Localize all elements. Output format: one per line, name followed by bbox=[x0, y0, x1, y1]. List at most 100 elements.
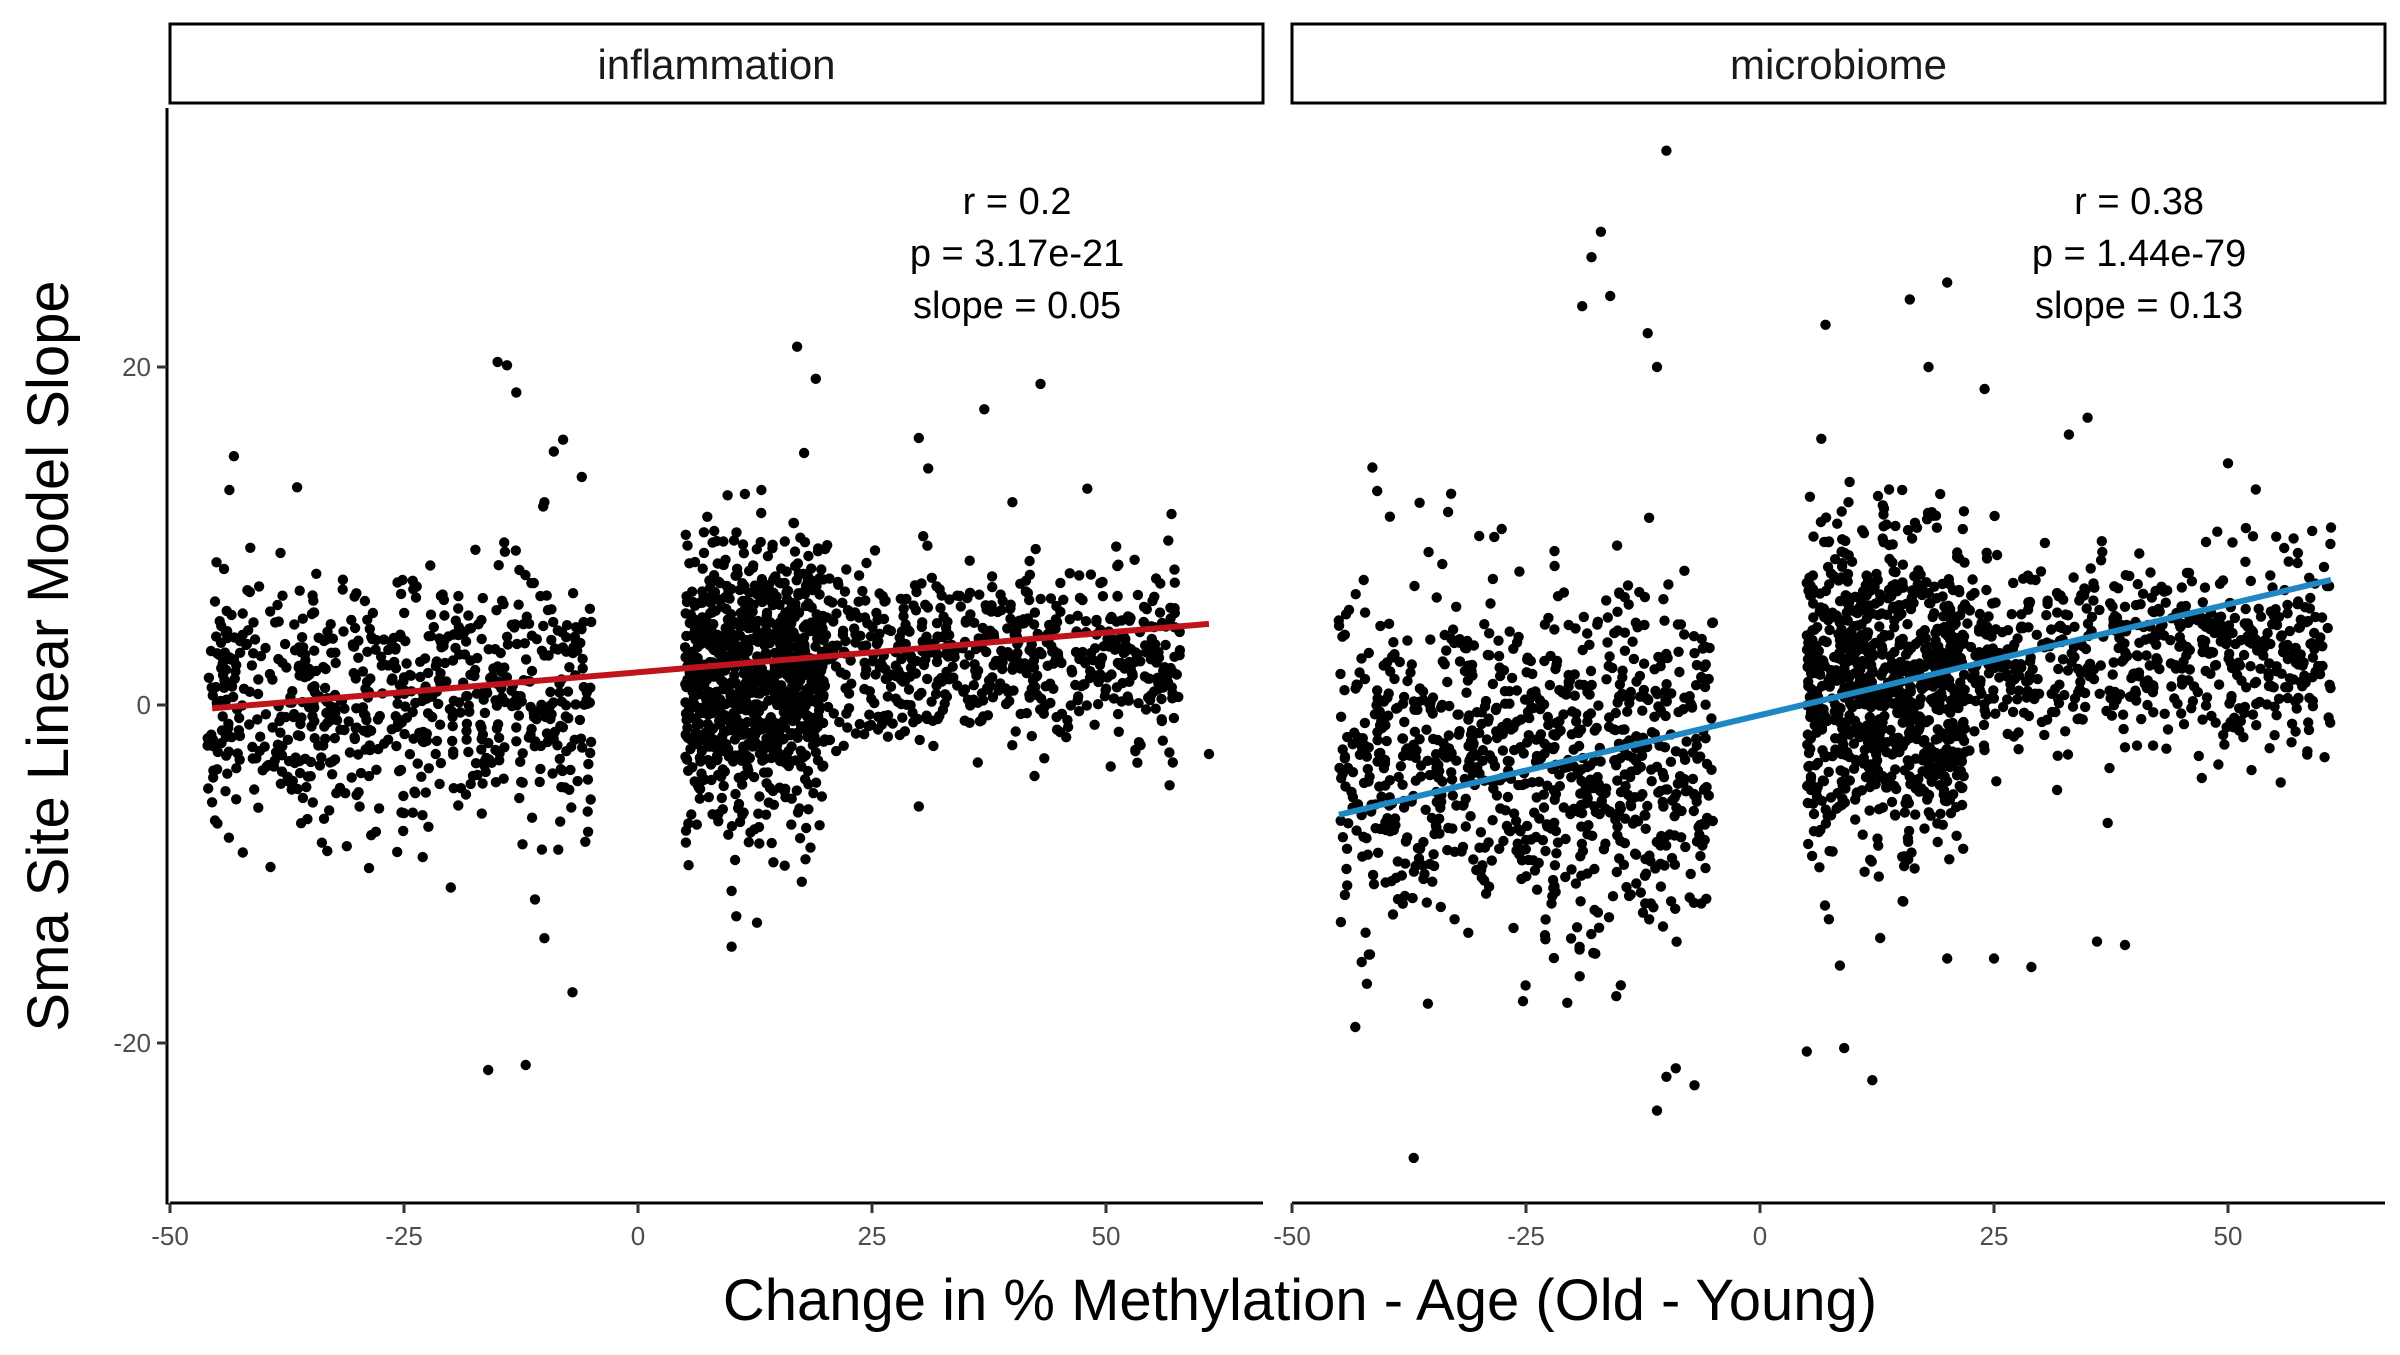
data-point bbox=[1563, 676, 1574, 688]
data-point bbox=[1166, 508, 1177, 520]
data-point bbox=[2255, 663, 2266, 674]
data-point bbox=[1055, 577, 1066, 589]
data-point bbox=[2247, 709, 2259, 720]
strip-label: inflammation bbox=[597, 41, 835, 88]
data-point bbox=[760, 648, 771, 659]
data-point bbox=[511, 722, 522, 733]
data-point bbox=[1569, 669, 1580, 680]
data-point bbox=[207, 690, 218, 701]
data-point bbox=[774, 599, 785, 610]
data-point bbox=[859, 683, 870, 695]
data-point bbox=[1341, 863, 1352, 875]
data-point bbox=[2293, 622, 2305, 633]
data-point bbox=[1574, 971, 1585, 982]
data-point bbox=[801, 710, 812, 722]
data-point bbox=[205, 645, 217, 657]
data-point bbox=[2148, 707, 2159, 718]
data-point bbox=[1431, 592, 1442, 603]
data-point bbox=[2147, 740, 2159, 751]
data-point bbox=[396, 807, 407, 818]
data-point bbox=[1642, 693, 1653, 704]
data-point bbox=[904, 626, 915, 637]
data-point bbox=[964, 555, 975, 566]
data-point bbox=[1531, 792, 1542, 803]
data-point bbox=[1560, 871, 1571, 883]
data-point bbox=[1460, 821, 1472, 832]
data-point bbox=[482, 687, 493, 699]
data-point bbox=[496, 692, 508, 703]
data-point bbox=[687, 629, 698, 641]
data-point bbox=[1861, 627, 1872, 638]
data-point bbox=[1904, 760, 1915, 771]
data-point bbox=[554, 687, 565, 698]
data-point bbox=[684, 734, 696, 745]
data-point bbox=[1380, 877, 1391, 888]
data-point bbox=[2210, 659, 2222, 671]
data-point bbox=[319, 682, 331, 694]
data-point bbox=[814, 589, 825, 600]
data-point bbox=[366, 631, 377, 643]
data-point bbox=[362, 614, 373, 625]
data-point bbox=[1816, 433, 1827, 444]
data-point bbox=[431, 735, 443, 747]
data-point bbox=[2193, 750, 2204, 762]
data-point bbox=[774, 577, 785, 588]
data-point bbox=[539, 933, 550, 944]
data-point bbox=[1951, 802, 1962, 813]
data-point bbox=[1932, 836, 1943, 848]
data-point bbox=[692, 738, 703, 750]
data-point bbox=[687, 646, 698, 657]
data-point bbox=[348, 641, 360, 652]
data-point bbox=[799, 699, 810, 710]
data-point bbox=[279, 638, 291, 650]
data-point bbox=[1935, 488, 1946, 500]
data-point bbox=[1897, 484, 1908, 496]
data-point bbox=[2159, 708, 2170, 719]
data-point bbox=[392, 846, 403, 858]
data-point bbox=[2131, 740, 2143, 751]
data-point bbox=[1820, 585, 1832, 597]
data-point bbox=[2303, 717, 2314, 728]
data-point bbox=[282, 734, 294, 745]
data-point bbox=[423, 821, 434, 832]
data-point bbox=[764, 782, 776, 794]
data-point bbox=[420, 787, 431, 798]
data-point bbox=[1359, 607, 1371, 618]
data-point bbox=[2002, 694, 2013, 705]
data-point bbox=[463, 610, 474, 621]
data-point bbox=[531, 634, 542, 645]
data-point bbox=[1425, 634, 1436, 645]
data-point bbox=[1367, 869, 1379, 881]
data-point bbox=[399, 728, 410, 740]
data-point bbox=[1604, 651, 1615, 662]
data-point bbox=[1334, 762, 1345, 774]
data-point bbox=[1077, 594, 1088, 606]
data-point bbox=[585, 682, 596, 693]
data-point bbox=[1549, 560, 1560, 572]
data-point bbox=[907, 707, 918, 718]
data-point bbox=[526, 577, 537, 589]
data-point bbox=[850, 637, 861, 648]
data-point bbox=[1629, 792, 1641, 803]
data-point bbox=[277, 657, 288, 668]
data-point bbox=[1428, 860, 1440, 872]
data-point bbox=[735, 607, 746, 619]
data-point bbox=[226, 609, 237, 621]
data-point bbox=[783, 746, 794, 757]
data-point bbox=[901, 699, 912, 710]
data-point bbox=[972, 757, 983, 768]
data-point bbox=[2186, 703, 2197, 714]
data-point bbox=[2107, 601, 2118, 612]
data-point bbox=[750, 737, 762, 749]
data-point bbox=[2325, 538, 2336, 550]
data-point bbox=[1847, 702, 1858, 713]
data-point bbox=[574, 714, 586, 726]
data-point bbox=[1881, 519, 1892, 530]
data-point bbox=[2156, 581, 2167, 592]
data-point bbox=[275, 727, 286, 738]
data-point bbox=[534, 776, 545, 788]
data-point bbox=[765, 617, 776, 628]
data-point bbox=[355, 767, 367, 779]
data-point bbox=[779, 707, 790, 718]
